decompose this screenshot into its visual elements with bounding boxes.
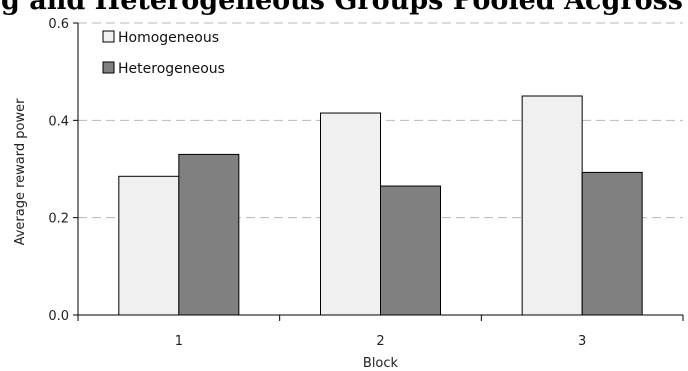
bar-homogeneous-1 [118,175,180,316]
x-tick-label: 2 [376,334,384,349]
chart-title: g and Heterogeneous Groups Pooled Acgros… [1,0,688,16]
bars [118,95,643,316]
bar-homogeneous-2 [320,112,381,316]
legend-label-homogeneous: Homogeneous [118,30,219,46]
bar-heterogeneous-3 [581,171,643,316]
y-tick-label: 0.4 [48,114,69,129]
y-tick-label: 0.6 [48,17,69,32]
bar-homogeneous-3 [521,95,583,316]
axes: 0.0 0.2 0.4 0.6 1 2 3 [48,17,684,349]
y-axis-label: Average reward power [13,98,28,246]
bar-heterogeneous-1 [178,153,240,316]
x-tick-label: 3 [578,334,586,349]
bar-heterogeneous-2 [380,185,441,316]
legend-swatch-homogeneous [102,30,115,43]
x-axis-label: Block [363,356,399,371]
y-tick-label: 0.0 [48,309,69,324]
legend-swatch-heterogeneous [102,61,115,74]
x-tick-label: 1 [175,334,183,349]
legend: Homogeneous Heterogeneous [102,30,225,77]
legend-label-heterogeneous: Heterogeneous [118,61,225,77]
y-tick-label: 0.2 [48,212,69,227]
